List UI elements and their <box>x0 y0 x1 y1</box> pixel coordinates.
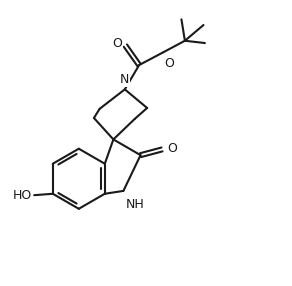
Text: O: O <box>164 57 174 70</box>
Text: O: O <box>112 37 122 50</box>
Text: O: O <box>167 142 177 154</box>
Text: NH: NH <box>126 198 145 211</box>
Text: HO: HO <box>13 189 32 202</box>
Text: N: N <box>120 73 130 86</box>
